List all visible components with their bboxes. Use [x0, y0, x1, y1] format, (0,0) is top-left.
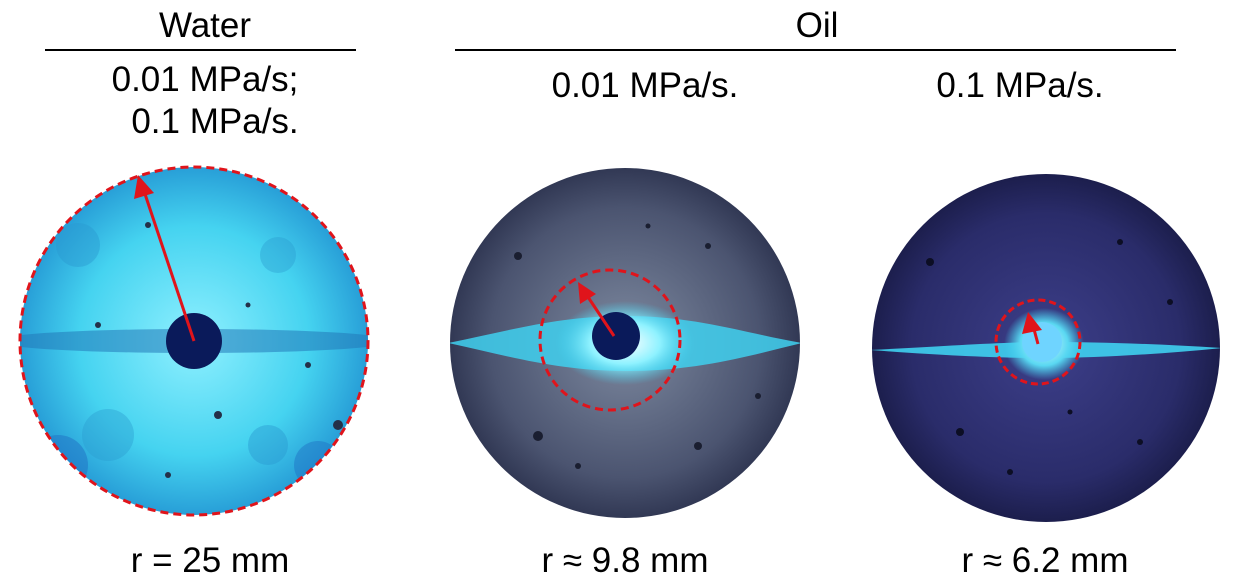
oil-low-radius-arrowhead: [578, 282, 596, 304]
oil-high-rate-label: 0.1 MPa/s.: [936, 66, 1104, 105]
oil-low-rate-sample-image: [448, 166, 802, 520]
water-radius-arrowhead: [134, 175, 154, 199]
water-header-rule: [45, 49, 356, 51]
water-radius-arrow: [142, 190, 196, 342]
oil-high-rate-sample-image: [870, 172, 1222, 524]
oil-high-radius-arrowhead: [1022, 312, 1042, 334]
oil-high-radius-label: r ≈ 6.2 mm: [961, 541, 1129, 580]
water-group-title: Water: [158, 6, 252, 45]
oil-low-radius-label: r ≈ 9.8 mm: [541, 541, 709, 580]
water-radius-label: r = 25 mm: [130, 541, 290, 580]
oil-group-title: Oil: [795, 6, 839, 45]
oil-header-rule: [455, 49, 1176, 51]
oil-low-radius-marker: [538, 268, 682, 412]
water-condition-line1: 0.01 MPa/s;: [111, 60, 299, 99]
water-radius-marker: [18, 165, 370, 517]
water-sample-image: [18, 165, 370, 517]
water-condition-line2: 0.1 MPa/s.: [131, 102, 299, 141]
oil-low-injection-hole: [592, 312, 640, 360]
oil-low-radius-arrow: [584, 293, 616, 337]
oil-high-radius-marker: [994, 298, 1082, 386]
oil-low-rate-label: 0.01 MPa/s.: [551, 66, 739, 105]
